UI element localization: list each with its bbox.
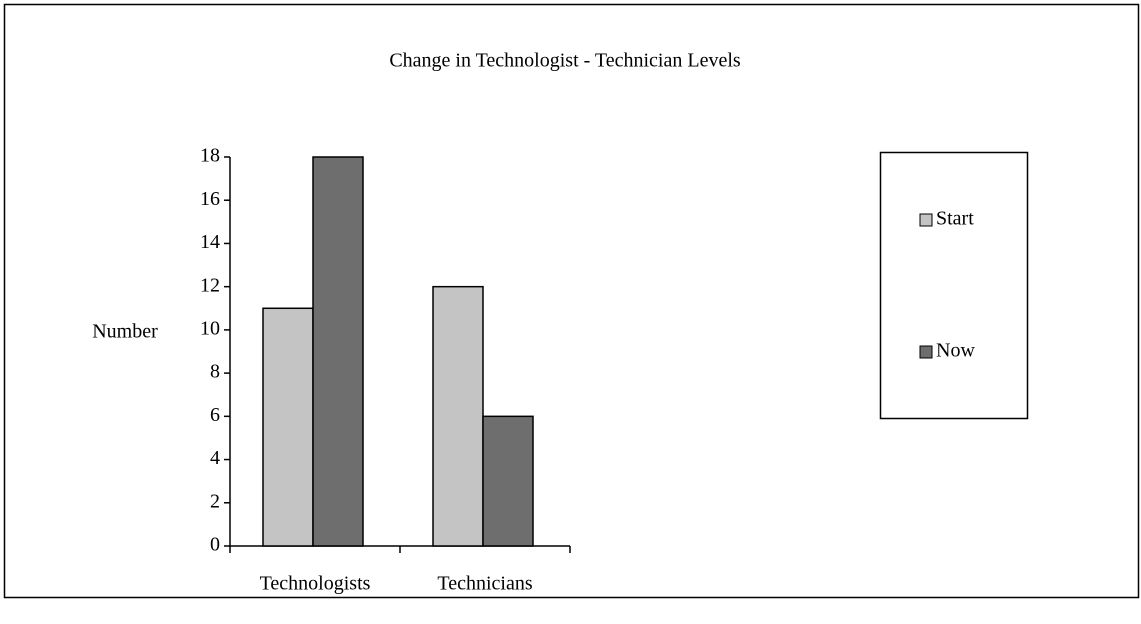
y-tick-label: 12 [200,274,220,296]
legend-box [879,151,1029,420]
y-tick-label: 18 [200,145,220,167]
legend-swatch [919,345,933,359]
chart-title: Change in Technologist - Technician Leve… [389,50,741,72]
bar [262,307,314,547]
x-tick-label: Technicians [437,573,532,595]
y-tick-label: 8 [210,361,220,383]
y-tick-label: 10 [200,317,220,339]
bar [432,285,484,547]
legend-swatch [919,213,933,227]
legend-label: Now [936,340,975,362]
y-tick-label: 4 [210,447,220,469]
bar [312,156,364,547]
y-tick-label: 0 [210,534,220,556]
bar [482,415,534,547]
y-axis-label: Number [92,321,158,343]
y-tick-label: 16 [200,188,220,210]
legend-label: Start [936,208,974,230]
y-tick-label: 6 [210,404,220,426]
y-tick-label: 2 [210,490,220,512]
x-tick-label: Technologists [260,573,371,595]
y-tick-label: 14 [200,231,220,253]
